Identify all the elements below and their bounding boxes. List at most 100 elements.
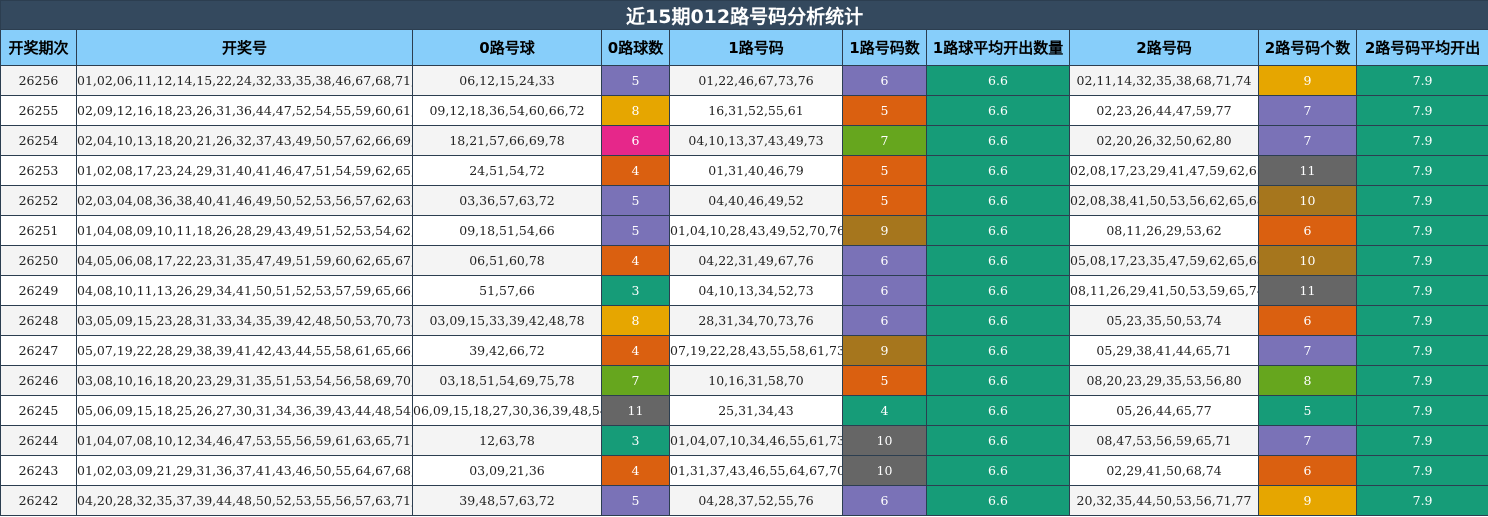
draw-numbers-cell: 03,05,09,15,23,28,31,33,34,35,39,42,48,5… xyxy=(76,305,413,336)
table-body: 26256 01,02,06,11,12,14,15,22,24,32,33,35… xyxy=(0,65,1488,516)
two-count-badge: 6 xyxy=(1258,305,1357,336)
one-route-cell: 01,31,40,46,79 xyxy=(669,155,843,186)
two-route-cell: 08,11,26,29,53,62 xyxy=(1069,215,1259,246)
one-avg-cell: 6.6 xyxy=(926,305,1070,336)
two-count-badge: 11 xyxy=(1258,155,1357,186)
table-row: 26252 02,03,04,08,36,38,40,41,46,49,50,52… xyxy=(0,185,1488,216)
two-route-cell: 08,20,23,29,35,53,56,80 xyxy=(1069,365,1259,396)
two-route-cell: 02,08,17,23,29,41,47,59,62,65,74 xyxy=(1069,155,1259,186)
one-count-badge: 10 xyxy=(842,425,927,456)
one-avg-cell: 6.6 xyxy=(926,395,1070,426)
two-count-badge: 7 xyxy=(1258,425,1357,456)
period-cell: 26248 xyxy=(0,305,77,336)
one-count-badge: 7 xyxy=(842,125,927,156)
two-route-cell: 05,08,17,23,35,47,59,62,65,68 xyxy=(1069,245,1259,276)
two-count-badge: 10 xyxy=(1258,185,1357,216)
two-count-badge: 7 xyxy=(1258,335,1357,366)
one-route-cell: 04,10,13,34,52,73 xyxy=(669,275,843,306)
two-route-cell: 05,23,35,50,53,74 xyxy=(1069,305,1259,336)
one-count-badge: 5 xyxy=(842,185,927,216)
two-avg-cell: 7.9 xyxy=(1355,245,1488,276)
two-route-cell: 02,29,41,50,68,74 xyxy=(1069,455,1259,486)
one-route-cell: 28,31,34,70,73,76 xyxy=(669,305,843,336)
period-cell: 26250 xyxy=(0,245,77,276)
period-cell: 26251 xyxy=(0,215,77,246)
header-one-route: 1路号码 xyxy=(669,29,843,66)
two-count-badge: 9 xyxy=(1258,65,1357,96)
draw-numbers-cell: 01,04,07,08,10,12,34,46,47,53,55,56,59,6… xyxy=(76,425,413,456)
one-route-cell: 01,22,46,67,73,76 xyxy=(669,65,843,96)
one-count-badge: 5 xyxy=(842,365,927,396)
one-avg-cell: 6.6 xyxy=(926,125,1070,156)
period-cell: 26249 xyxy=(0,275,77,306)
two-avg-cell: 7.9 xyxy=(1355,455,1488,486)
period-cell: 26247 xyxy=(0,335,77,366)
period-cell: 26244 xyxy=(0,425,77,456)
two-avg-cell: 7.9 xyxy=(1355,185,1488,216)
header-two-avg: 2路号码平均开出 xyxy=(1355,29,1488,66)
table-row: 26249 04,08,10,11,13,26,29,34,41,50,51,52… xyxy=(0,275,1488,306)
draw-numbers-cell: 05,06,09,15,18,25,26,27,30,31,34,36,39,4… xyxy=(76,395,413,426)
two-avg-cell: 7.9 xyxy=(1355,65,1488,96)
two-count-badge: 9 xyxy=(1258,485,1357,516)
header-numbers: 开奖号 xyxy=(76,29,413,66)
one-route-cell: 01,31,37,43,46,55,64,67,70,76 xyxy=(669,455,843,486)
zero-route-cell: 39,48,57,63,72 xyxy=(412,485,602,516)
one-route-cell: 25,31,34,43 xyxy=(669,395,843,426)
zero-route-cell: 09,18,51,54,66 xyxy=(412,215,602,246)
period-cell: 26245 xyxy=(0,395,77,426)
header-one-avg: 1路球平均开出数量 xyxy=(926,29,1070,66)
draw-numbers-cell: 01,02,03,09,21,29,31,36,37,41,43,46,50,5… xyxy=(76,455,413,486)
two-count-badge: 7 xyxy=(1258,95,1357,126)
zero-route-cell: 06,12,15,24,33 xyxy=(412,65,602,96)
zero-route-cell: 03,09,15,33,39,42,48,78 xyxy=(412,305,602,336)
one-route-cell: 01,04,10,28,43,49,52,70,76 xyxy=(669,215,843,246)
two-avg-cell: 7.9 xyxy=(1355,335,1488,366)
zero-route-cell: 12,63,78 xyxy=(412,425,602,456)
two-route-cell: 08,11,26,29,41,50,53,59,65,74,77 xyxy=(1069,275,1259,306)
one-count-badge: 6 xyxy=(842,485,927,516)
one-avg-cell: 6.6 xyxy=(926,155,1070,186)
two-avg-cell: 7.9 xyxy=(1355,155,1488,186)
zero-count-badge: 5 xyxy=(601,485,670,516)
draw-numbers-cell: 01,04,08,09,10,11,18,26,28,29,43,49,51,5… xyxy=(76,215,413,246)
one-route-cell: 04,22,31,49,67,76 xyxy=(669,245,843,276)
one-avg-cell: 6.6 xyxy=(926,425,1070,456)
two-avg-cell: 7.9 xyxy=(1355,95,1488,126)
zero-count-badge: 5 xyxy=(601,215,670,246)
two-avg-cell: 7.9 xyxy=(1355,395,1488,426)
one-avg-cell: 6.6 xyxy=(926,215,1070,246)
draw-numbers-cell: 03,08,10,16,18,20,23,29,31,35,51,53,54,5… xyxy=(76,365,413,396)
one-route-cell: 10,16,31,58,70 xyxy=(669,365,843,396)
two-route-cell: 05,26,44,65,77 xyxy=(1069,395,1259,426)
one-avg-cell: 6.6 xyxy=(926,335,1070,366)
table-row: 26244 01,04,07,08,10,12,34,46,47,53,55,56… xyxy=(0,425,1488,456)
header-row: 开奖期次 开奖号 0路号球 0路球数 1路号码 1路号码数 1路球平均开出数量 … xyxy=(0,29,1488,66)
draw-numbers-cell: 05,07,19,22,28,29,38,39,41,42,43,44,55,5… xyxy=(76,335,413,366)
two-avg-cell: 7.9 xyxy=(1355,425,1488,456)
period-cell: 26242 xyxy=(0,485,77,516)
two-avg-cell: 7.9 xyxy=(1355,485,1488,516)
table-row: 26243 01,02,03,09,21,29,31,36,37,41,43,46… xyxy=(0,455,1488,486)
header-one-count: 1路号码数 xyxy=(842,29,927,66)
zero-route-cell: 03,09,21,36 xyxy=(412,455,602,486)
one-avg-cell: 6.6 xyxy=(926,455,1070,486)
zero-count-badge: 6 xyxy=(601,125,670,156)
header-zero-route: 0路号球 xyxy=(412,29,602,66)
period-cell: 26254 xyxy=(0,125,77,156)
table-row: 26254 02,04,10,13,18,20,21,26,32,37,43,49… xyxy=(0,125,1488,156)
header-zero-count: 0路球数 xyxy=(601,29,670,66)
draw-numbers-cell: 01,02,08,17,23,24,29,31,40,41,46,47,51,5… xyxy=(76,155,413,186)
period-cell: 26255 xyxy=(0,95,77,126)
period-cell: 26252 xyxy=(0,185,77,216)
two-avg-cell: 7.9 xyxy=(1355,275,1488,306)
one-count-badge: 10 xyxy=(842,455,927,486)
one-count-badge: 9 xyxy=(842,335,927,366)
one-count-badge: 6 xyxy=(842,65,927,96)
zero-route-cell: 24,51,54,72 xyxy=(412,155,602,186)
table-row: 26251 01,04,08,09,10,11,18,26,28,29,43,49… xyxy=(0,215,1488,246)
zero-route-cell: 09,12,18,36,54,60,66,72 xyxy=(412,95,602,126)
zero-route-cell: 03,18,51,54,69,75,78 xyxy=(412,365,602,396)
